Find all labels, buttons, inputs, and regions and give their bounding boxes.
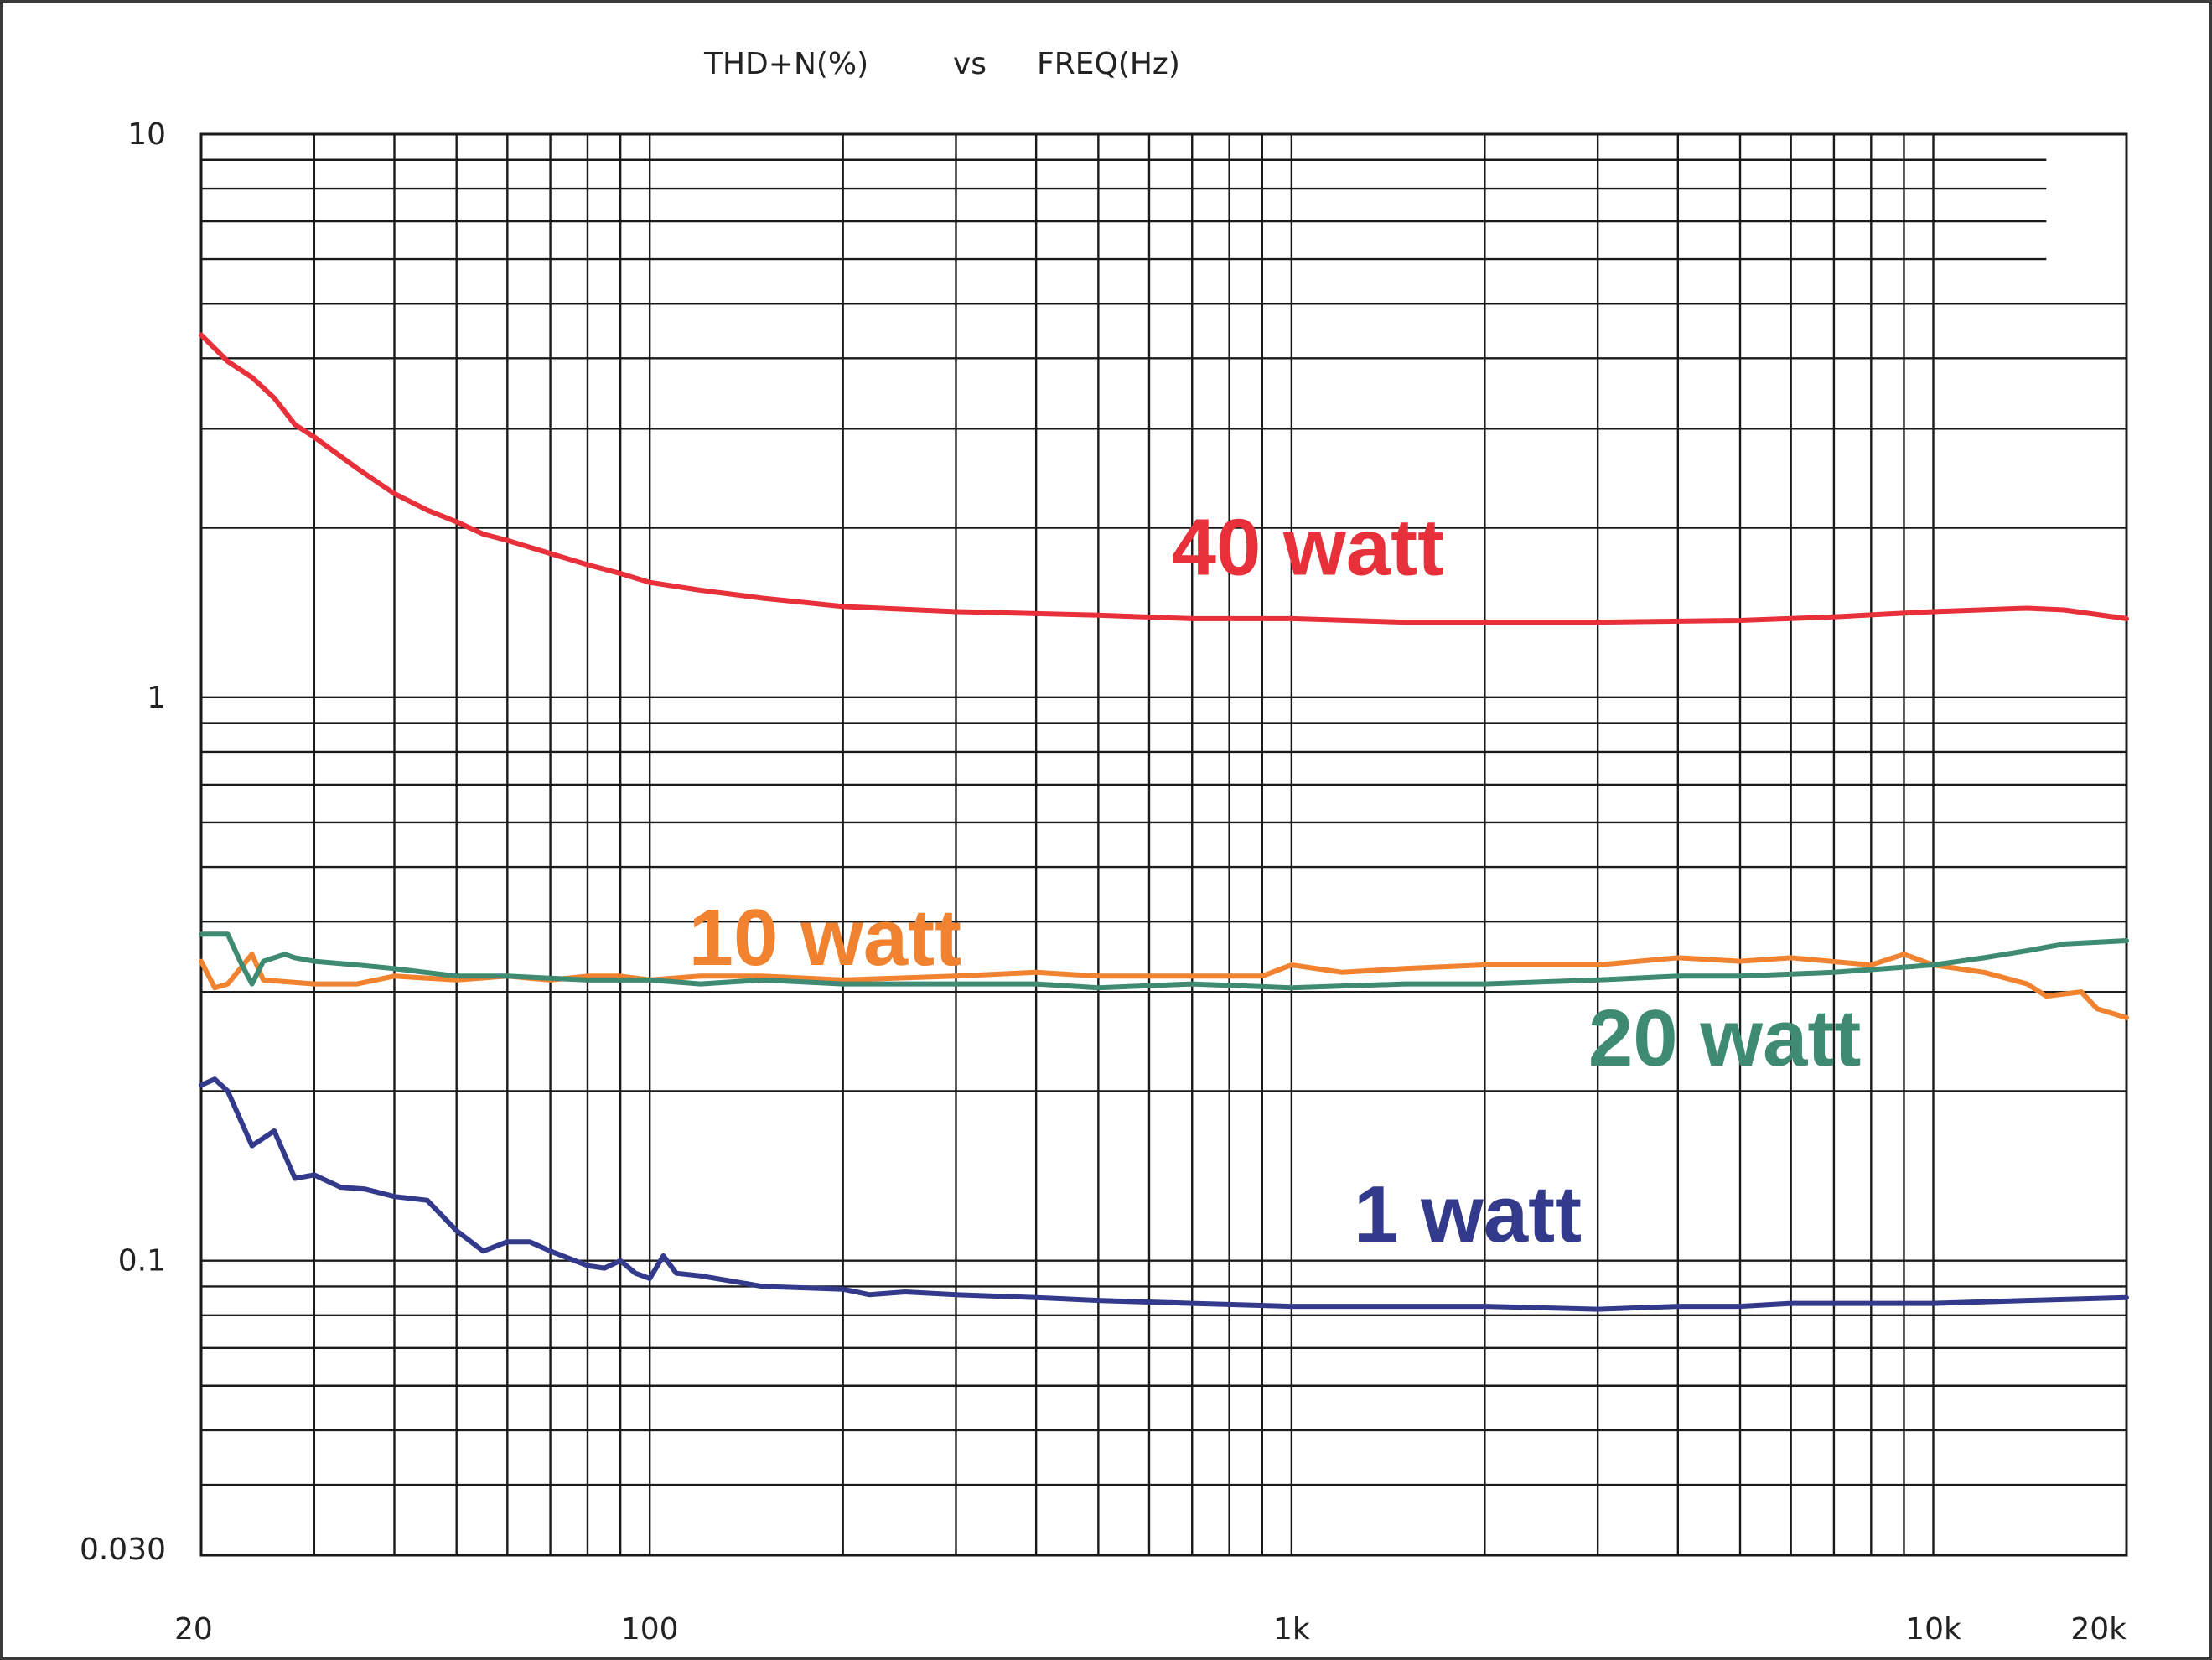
series-line-10-watt bbox=[199, 952, 2129, 1020]
title-x-quantity: FREQ(Hz) bbox=[1037, 47, 1180, 81]
series-label-1-watt: 1 watt bbox=[1354, 1170, 1582, 1259]
plot-border bbox=[199, 132, 2128, 1557]
chart-title: THD+N(%) vs FREQ(Hz) bbox=[703, 47, 1180, 81]
y-tick-label: 0.1 bbox=[118, 1244, 166, 1279]
series-lines bbox=[199, 332, 2129, 1312]
x-axis-tick-labels: 20 100 1k 10k 20k bbox=[174, 1612, 2127, 1647]
series-label-20-watt: 20 watt bbox=[1588, 993, 1861, 1083]
x-tick-label: 1k bbox=[1273, 1612, 1310, 1647]
y-tick-label: 0.030 bbox=[80, 1533, 166, 1567]
y-tick-label: 1 bbox=[147, 681, 166, 715]
x-tick-label: 100 bbox=[621, 1612, 679, 1647]
y-axis-tick-labels: 10 1 0.1 0.030 bbox=[80, 117, 166, 1567]
x-tick-label: 20k bbox=[2070, 1612, 2127, 1647]
title-vs: vs bbox=[953, 47, 987, 81]
y-tick-label: 10 bbox=[127, 117, 166, 152]
title-y-quantity: THD+N(%) bbox=[703, 47, 868, 81]
series-label-10-watt: 10 watt bbox=[689, 893, 961, 983]
vertical-gridlines bbox=[313, 134, 1935, 1555]
series-line-40-watt bbox=[199, 332, 2129, 625]
x-tick-label: 10k bbox=[1905, 1612, 1961, 1647]
series-label-40-watt: 40 watt bbox=[1172, 503, 1444, 593]
horizontal-gridlines bbox=[201, 158, 2127, 1486]
x-tick-label: 20 bbox=[174, 1612, 213, 1647]
series-line-1-watt bbox=[199, 1076, 2129, 1312]
plot-area-border bbox=[199, 132, 2128, 1557]
series-line-20-watt bbox=[199, 931, 2129, 991]
